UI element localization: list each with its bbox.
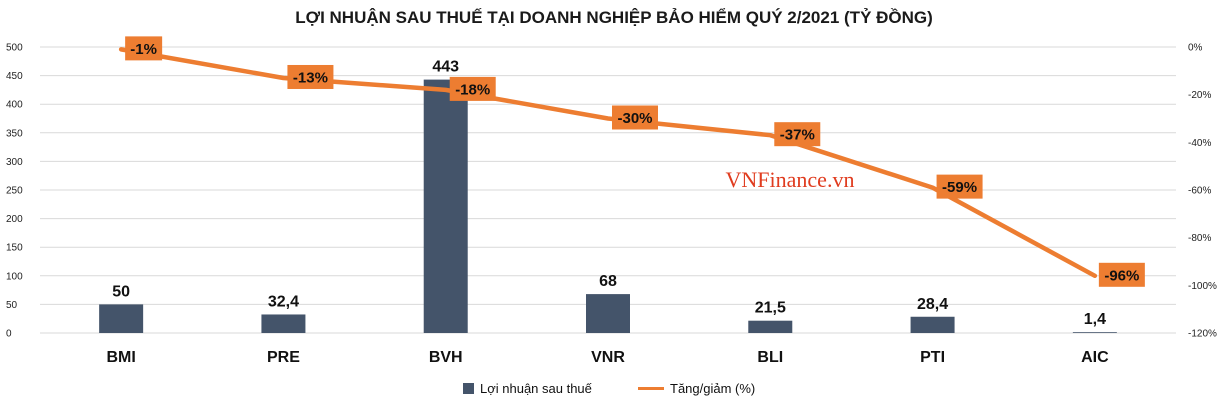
line-data-label: -1% xyxy=(130,41,157,58)
y-left-tick-label: 350 xyxy=(6,128,23,139)
y-left-tick-label: 0 xyxy=(6,329,12,340)
line-data-label: -59% xyxy=(942,179,977,196)
y-left-tick-label: 400 xyxy=(6,100,23,111)
y-left-tick-label: 450 xyxy=(6,71,23,82)
y-right-tick-label: -80% xyxy=(1188,233,1211,244)
y-right-tick-label: 0% xyxy=(1188,43,1203,54)
line-data-label-box xyxy=(1098,262,1145,287)
line-data-label-group: -13% xyxy=(287,64,334,89)
watermark: VNFinance.vn xyxy=(726,167,855,192)
bar xyxy=(1072,332,1117,333)
y-left-tick-label: 50 xyxy=(6,300,18,311)
bar xyxy=(748,320,793,333)
y-right-tick-label: -60% xyxy=(1188,186,1211,197)
bar-data-label: 1,4 xyxy=(1084,311,1106,328)
bar-series xyxy=(99,79,1117,333)
bar-data-label: 50 xyxy=(112,283,130,300)
bar-data-label: 21,5 xyxy=(755,300,786,317)
y-left-tick-label: 250 xyxy=(6,186,23,197)
line-data-label-group: -1% xyxy=(125,36,163,61)
legend-label-line: Tăng/giảm (%) xyxy=(670,381,755,396)
line-data-label: -96% xyxy=(1104,267,1139,284)
line-data-label-box xyxy=(125,36,163,61)
category-label: PTI xyxy=(920,349,945,366)
y-left-tick-label: 200 xyxy=(6,214,23,225)
category-label: BLI xyxy=(757,349,783,366)
y-right-tick-label: -120% xyxy=(1188,329,1217,340)
bar xyxy=(586,294,630,333)
bar-data-label: 28,4 xyxy=(917,296,948,313)
y-right-tick-label: -40% xyxy=(1188,138,1211,149)
line-data-label-box xyxy=(287,64,334,89)
line-data-label-box xyxy=(774,122,821,147)
line-data-labels: -1% -13% -18% -30% -37% -59% -96% xyxy=(125,36,1145,287)
y-left-tick-label: 100 xyxy=(6,271,23,282)
bar xyxy=(423,79,468,333)
bar-data-label: 68 xyxy=(599,273,617,290)
chart-title: LỢI NHUẬN SAU THUẾ TẠI DOANH NGHIỆP BẢO … xyxy=(295,8,933,27)
right-axis: 0% -20% -40% -60% -80% -100% -120% xyxy=(1188,43,1217,340)
trend-line xyxy=(118,47,1098,279)
category-label: AIC xyxy=(1081,349,1109,366)
y-right-tick-label: -20% xyxy=(1188,90,1211,101)
line-data-label-box xyxy=(449,76,496,101)
bar xyxy=(910,316,955,333)
line-data-label-group: -59% xyxy=(936,174,983,199)
line-data-label: -37% xyxy=(780,127,815,144)
category-label: VNR xyxy=(591,349,625,366)
y-left-tick-label: 150 xyxy=(6,243,23,254)
left-axis: 0 50 100 150 200 250 300 350 400 450 500 xyxy=(6,43,23,340)
y-left-tick-label: 300 xyxy=(6,157,23,168)
line-data-label-group: -30% xyxy=(612,105,658,130)
legend-label-bar: Lợi nhuận sau thuế xyxy=(480,381,593,396)
bar-data-label: 443 xyxy=(432,59,459,76)
bar xyxy=(99,304,144,333)
bar-data-label: 32,4 xyxy=(268,293,299,310)
line-data-label: -13% xyxy=(293,69,328,86)
line-data-label-group: -96% xyxy=(1098,262,1145,287)
line-data-label: -18% xyxy=(455,81,490,98)
line-data-label-group: -18% xyxy=(449,76,496,101)
legend-swatch-bar xyxy=(463,383,474,394)
category-label: BMI xyxy=(106,349,135,366)
category-label: BVH xyxy=(429,349,463,366)
category-labels: BMI PRE BVH VNR BLI PTI AIC xyxy=(106,349,1109,366)
bar-data-labels: 50 32,4 443 68 21,5 28,4 1,4 xyxy=(112,59,1106,329)
y-right-tick-label: -100% xyxy=(1188,281,1217,292)
line-series xyxy=(118,47,1098,279)
category-label: PRE xyxy=(267,349,300,366)
bar xyxy=(261,314,306,333)
gridlines xyxy=(40,46,1176,334)
line-data-label-group: -37% xyxy=(774,122,821,147)
legend: Lợi nhuận sau thuế Tăng/giảm (%) xyxy=(463,381,755,396)
line-data-label-box xyxy=(936,174,983,199)
line-data-label: -30% xyxy=(617,110,652,127)
line-data-label-box xyxy=(612,105,658,130)
y-left-tick-label: 500 xyxy=(6,43,23,54)
